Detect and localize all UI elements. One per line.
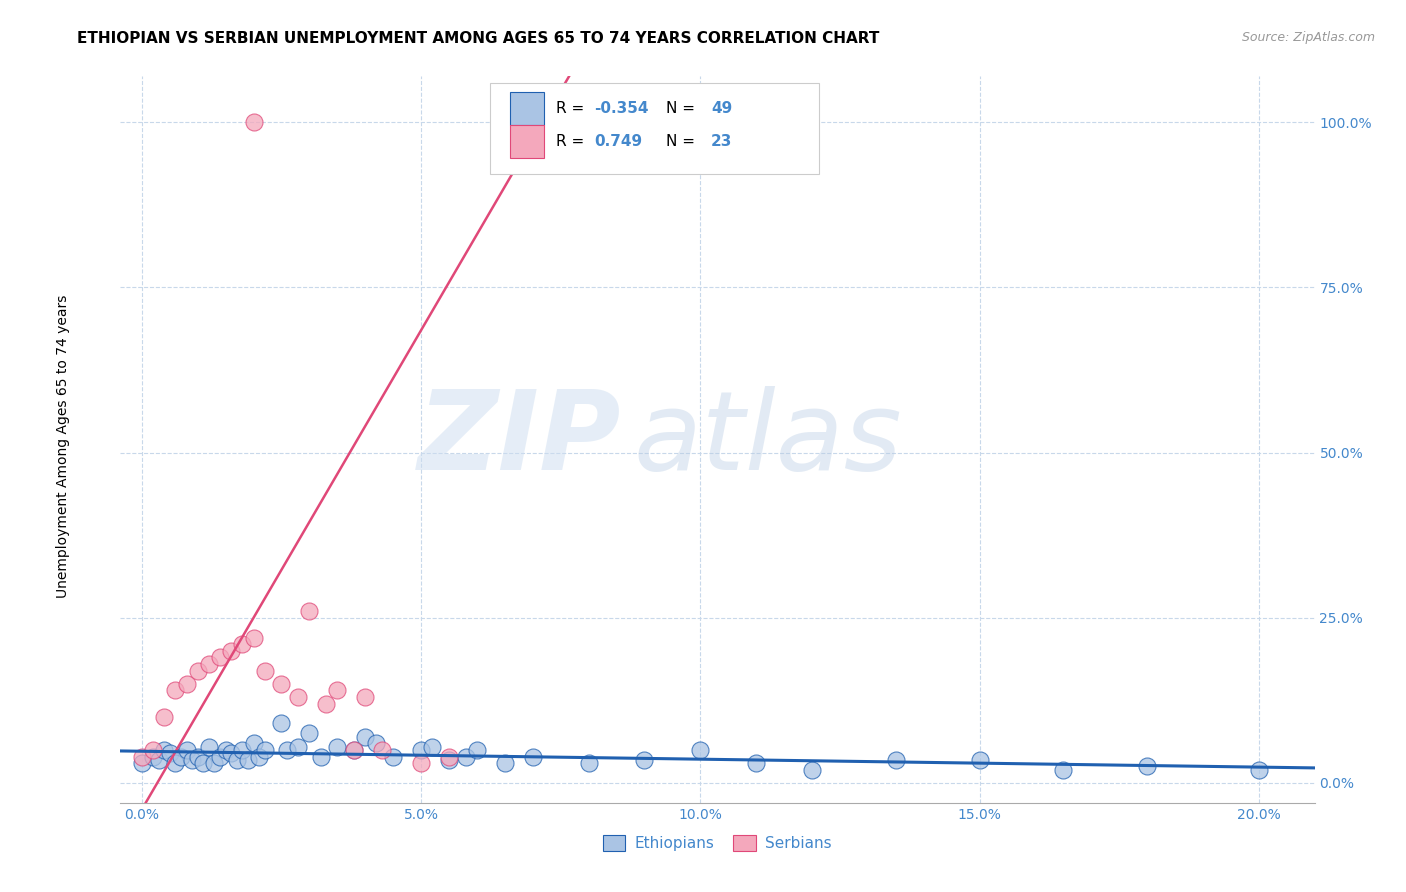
Text: R =: R = [555, 101, 589, 116]
Point [409, 756, 432, 771]
Point [253, 743, 276, 757]
Text: atlas: atlas [633, 386, 903, 492]
Point [343, 743, 366, 757]
Point [214, 743, 236, 757]
Point [242, 115, 264, 129]
Point [522, 749, 544, 764]
Text: 23: 23 [711, 134, 733, 149]
Point [236, 753, 259, 767]
Point [354, 730, 377, 744]
FancyBboxPatch shape [510, 92, 544, 125]
Point [270, 677, 292, 691]
Point [270, 716, 292, 731]
Text: ETHIOPIAN VS SERBIAN UNEMPLOYMENT AMONG AGES 65 TO 74 YEARS CORRELATION CHART: ETHIOPIAN VS SERBIAN UNEMPLOYMENT AMONG … [77, 31, 880, 46]
Point [231, 637, 253, 651]
Point [309, 749, 332, 764]
Text: N =: N = [665, 101, 700, 116]
Point [409, 743, 432, 757]
Point [176, 743, 198, 757]
FancyBboxPatch shape [510, 125, 544, 158]
Point [298, 604, 321, 618]
Point [208, 749, 231, 764]
Point [354, 690, 377, 704]
Point [148, 753, 170, 767]
Point [142, 743, 165, 757]
Point [153, 710, 176, 724]
Text: -0.354: -0.354 [593, 101, 648, 116]
Point [884, 753, 907, 767]
Point [343, 743, 366, 757]
Point [366, 736, 388, 750]
Point [165, 683, 187, 698]
Text: R =: R = [555, 134, 593, 149]
Point [204, 756, 226, 771]
Point [198, 657, 221, 671]
Point [1052, 763, 1074, 777]
Text: ZIP: ZIP [418, 386, 621, 492]
Point [326, 683, 349, 698]
Point [242, 631, 264, 645]
Text: Source: ZipAtlas.com: Source: ZipAtlas.com [1241, 31, 1375, 45]
Point [969, 753, 991, 767]
Point [276, 743, 298, 757]
Text: Unemployment Among Ages 65 to 74 years: Unemployment Among Ages 65 to 74 years [56, 294, 70, 598]
Point [578, 756, 600, 771]
Point [494, 756, 516, 771]
Point [219, 644, 242, 658]
Point [181, 753, 204, 767]
Point [382, 749, 405, 764]
Point [131, 756, 153, 771]
Point [219, 746, 242, 760]
Point [231, 743, 253, 757]
Point [187, 664, 209, 678]
Point [315, 697, 337, 711]
Point [193, 756, 215, 771]
Point [287, 739, 309, 754]
Point [159, 746, 181, 760]
Point [420, 739, 443, 754]
Point [633, 753, 655, 767]
Point [1247, 763, 1270, 777]
Point [131, 749, 153, 764]
Point [176, 677, 198, 691]
Point [187, 749, 209, 764]
Point [454, 749, 477, 764]
Point [371, 743, 394, 757]
Text: 49: 49 [711, 101, 733, 116]
Point [165, 756, 187, 771]
Point [225, 753, 247, 767]
Point [1136, 759, 1159, 773]
Point [287, 690, 309, 704]
FancyBboxPatch shape [491, 83, 818, 174]
Point [326, 739, 349, 754]
Point [437, 749, 460, 764]
Point [253, 664, 276, 678]
Point [437, 753, 460, 767]
Point [298, 726, 321, 740]
Point [745, 756, 768, 771]
Point [801, 763, 824, 777]
Point [142, 749, 165, 764]
Point [465, 743, 488, 757]
Legend: Ethiopians, Serbians: Ethiopians, Serbians [596, 829, 838, 857]
Point [170, 749, 193, 764]
Point [689, 743, 711, 757]
Text: N =: N = [665, 134, 700, 149]
Point [247, 749, 270, 764]
Point [198, 739, 221, 754]
Point [242, 736, 264, 750]
Point [153, 743, 176, 757]
Text: 0.749: 0.749 [593, 134, 643, 149]
Point [208, 650, 231, 665]
